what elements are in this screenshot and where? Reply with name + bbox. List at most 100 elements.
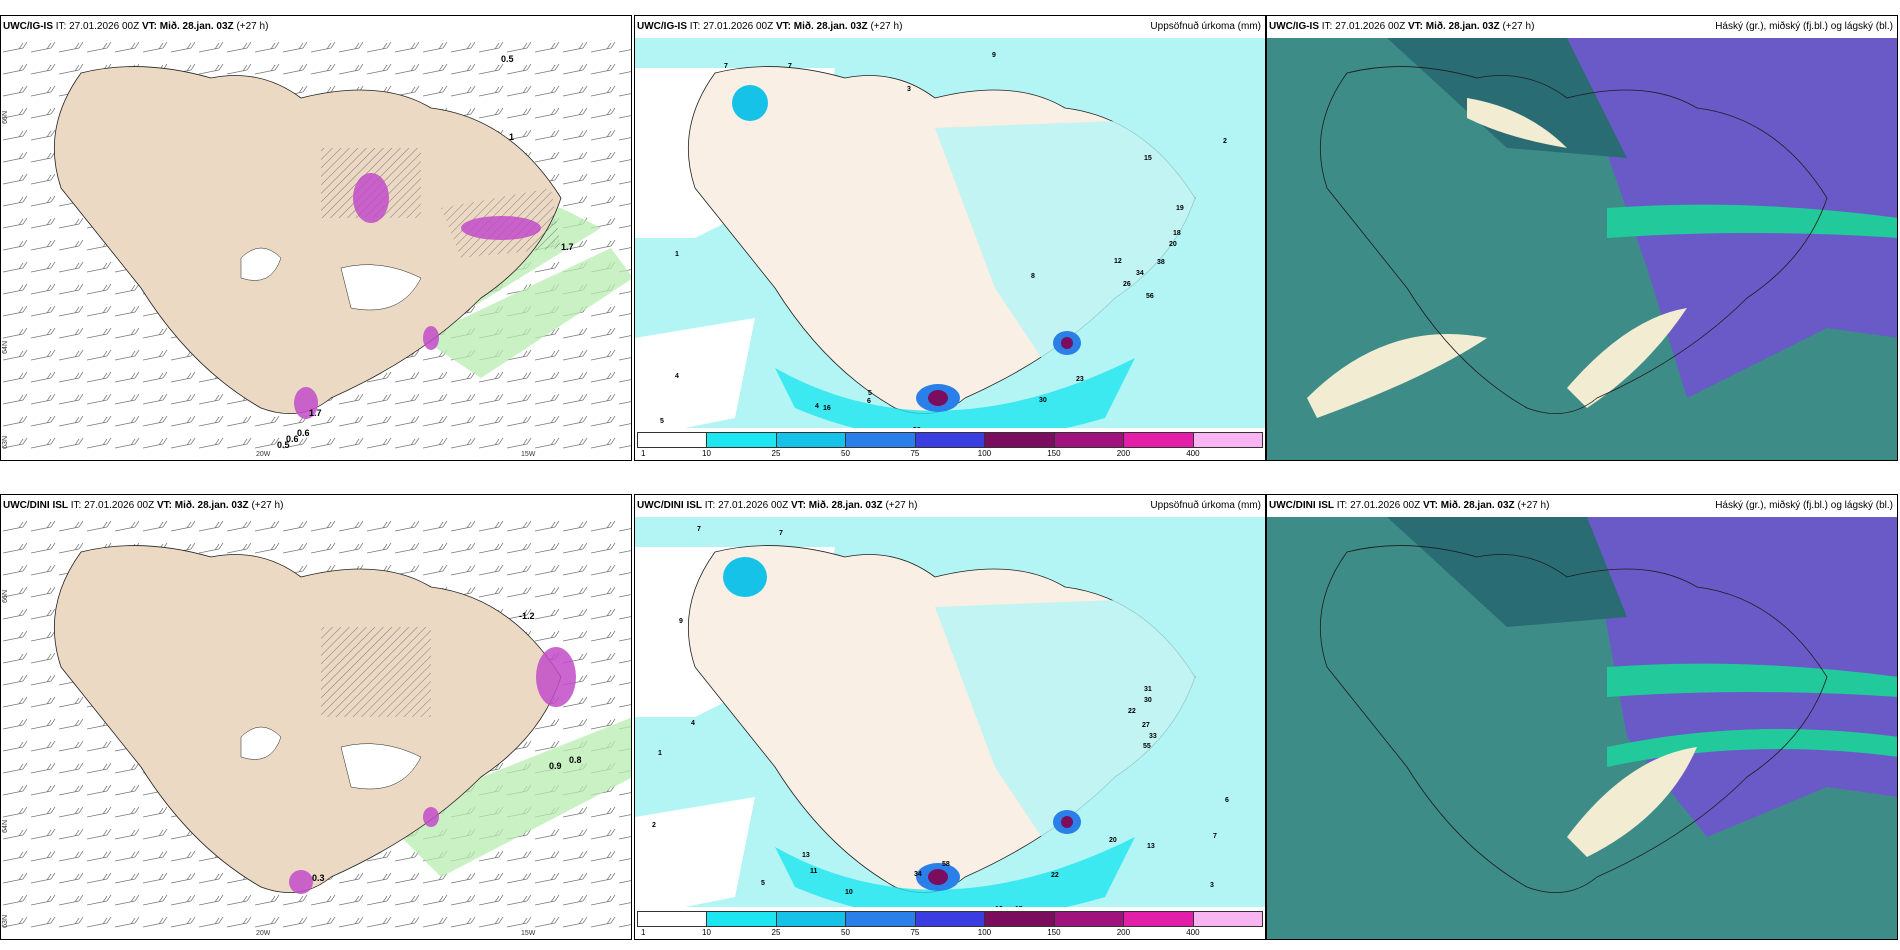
legend-tick: 50: [841, 449, 850, 458]
precip-shade: [935, 118, 1195, 378]
precip-value-label: 0.5: [501, 54, 514, 64]
glacier: [340, 264, 422, 311]
cloud-shade: [1387, 38, 1627, 158]
precip-value-label: 7: [1213, 833, 1217, 840]
precip-value-label: 7: [697, 526, 701, 533]
legend-swatch: [915, 912, 986, 926]
iceland-landmass: [53, 545, 562, 893]
cloud-cover-map: [1267, 517, 1897, 939]
lat-label: 66N: [2, 590, 9, 603]
cloud-cover-map: [1267, 38, 1897, 460]
panel-igis-wind-precip: UWC/IG-IS IT: 27.01.2026 00Z VT: Mið. 28…: [0, 15, 632, 461]
legend-swatch: [707, 433, 777, 447]
precip-max: [928, 390, 948, 406]
precip-shade: [935, 597, 1195, 857]
legend-swatch: [1124, 433, 1194, 447]
legend-tick: 25: [771, 928, 781, 937]
precip-value-label: 0.5: [277, 440, 290, 450]
precip-value-label: 20: [1169, 241, 1177, 248]
accum-precip-map: 7 7 3 9 1 4 5 1 4 5 8 8 16 6 47 50 52 30…: [635, 38, 1265, 460]
precip-value-label: -1.2: [519, 611, 535, 621]
legend-swatch: [776, 433, 847, 447]
panel-header: UWC/DINI ISL IT: 27.01.2026 00Z VT: Mið.…: [1267, 495, 1897, 517]
legend-swatch: [1054, 433, 1125, 447]
cloud-shade: [1307, 334, 1487, 418]
precip-value-label: 55: [1143, 743, 1151, 750]
precip-value-label: 0.3: [312, 873, 325, 883]
precip-value-label: 34: [914, 871, 922, 878]
panel-header: UWC/DINI ISL IT: 27.01.2026 00Z VT: Mið.…: [1, 495, 631, 517]
precip-max: [723, 557, 767, 597]
precip-value-label: 4: [815, 403, 819, 410]
glacier: [240, 247, 282, 281]
precip-value-label: 13: [1147, 843, 1155, 850]
panel-header: UWC/DINI ISL IT: 27.01.2026 00Z VT: Mið.…: [635, 495, 1265, 517]
precip-value-label: 30: [1144, 697, 1152, 704]
wind-precip-map: -1.2 0.9 0.8 0.3: [1, 517, 631, 939]
precip-value-label: 7: [779, 530, 783, 537]
precip-value-label: 1.7: [561, 242, 574, 252]
precip-value-label: 7: [788, 63, 792, 70]
panel-header: UWC/IG-IS IT: 27.01.2026 00Z VT: Mið. 28…: [1267, 16, 1897, 38]
precip-value-label: 3: [1210, 882, 1214, 889]
legend-tick: 1: [641, 449, 646, 458]
panel-dini-cloud-cover: UWC/DINI ISL IT: 27.01.2026 00Z VT: Mið.…: [1266, 494, 1898, 940]
precip-value-label: 1: [509, 132, 514, 142]
precip-max: [1061, 337, 1073, 349]
precip-value-label: 30: [1039, 397, 1047, 404]
precip-shade: [775, 837, 1135, 920]
precip-value-label: 4: [675, 373, 679, 380]
precip-value-label: 9: [992, 52, 996, 59]
legend-swatch: [638, 912, 708, 926]
legend-tick: 100: [977, 449, 992, 458]
lat-label: 66N: [2, 111, 9, 124]
precip-value-label: 23: [1076, 376, 1084, 383]
precip-value-label: 1: [658, 750, 662, 757]
lon-label: 20W: [256, 451, 271, 458]
legend-tick: 10: [702, 928, 711, 937]
precip-value-label: 2: [652, 822, 656, 829]
precip-value-label: 6: [1225, 797, 1229, 804]
precip-value-label: 0.8: [569, 755, 582, 765]
precip-value-label: 5: [761, 880, 765, 887]
precip-value-label: 58: [942, 861, 950, 868]
precip-value-label: 26: [1123, 281, 1131, 288]
legend-swatch: [707, 912, 777, 926]
precip-cell: [461, 216, 541, 240]
glacier: [340, 743, 422, 790]
panel-igis-cloud-cover: UWC/IG-IS IT: 27.01.2026 00Z VT: Mið. 28…: [1266, 15, 1898, 461]
precip-value-label: 34: [1136, 270, 1144, 277]
legend-tick: 400: [1186, 928, 1200, 937]
legend-tick: 200: [1116, 449, 1131, 458]
cloud-shade: [1607, 663, 1897, 697]
precip-cell: [289, 870, 313, 894]
precip-value-label: 1: [675, 251, 679, 258]
legend-swatch: [776, 912, 847, 926]
legend-swatch: [1124, 912, 1194, 926]
legend-tick: 150: [1047, 928, 1061, 937]
precip-value-label: 18: [1173, 230, 1181, 237]
legend-swatch: [1193, 912, 1262, 926]
no-precip-area: [635, 797, 755, 917]
lon-label: 15W: [521, 930, 536, 937]
precip-band: [381, 717, 631, 877]
lon-label: 15W: [521, 451, 536, 458]
precip-cell: [423, 326, 439, 350]
precip-value-label: 56: [1146, 293, 1154, 300]
precip-value-label: 20: [1109, 837, 1117, 844]
lat-label: 64N: [2, 341, 9, 354]
legend-tick: 75: [910, 449, 920, 458]
legend-color-bar: [637, 911, 1263, 927]
precip-cell: [353, 173, 389, 223]
legend-swatch: [638, 433, 708, 447]
precip-value-label: 0.6: [297, 428, 310, 438]
precip-cell: [423, 807, 439, 827]
iceland-outline: [1319, 545, 1828, 893]
wind-precip-map: 0.5 0.6 1.7 0.5 0.6 1 1.7: [1, 38, 631, 460]
panel-header: UWC/IG-IS IT: 27.01.2026 00Z VT: Mið. 28…: [1, 16, 631, 38]
precip-value-label: 16: [823, 405, 831, 412]
precip-value-label: 0.6: [286, 434, 299, 444]
panel-dini-wind-precip: UWC/DINI ISL IT: 27.01.2026 00Z VT: Mið.…: [0, 494, 632, 940]
cloud-shade: [1467, 98, 1567, 148]
precip-max: [1061, 816, 1073, 828]
